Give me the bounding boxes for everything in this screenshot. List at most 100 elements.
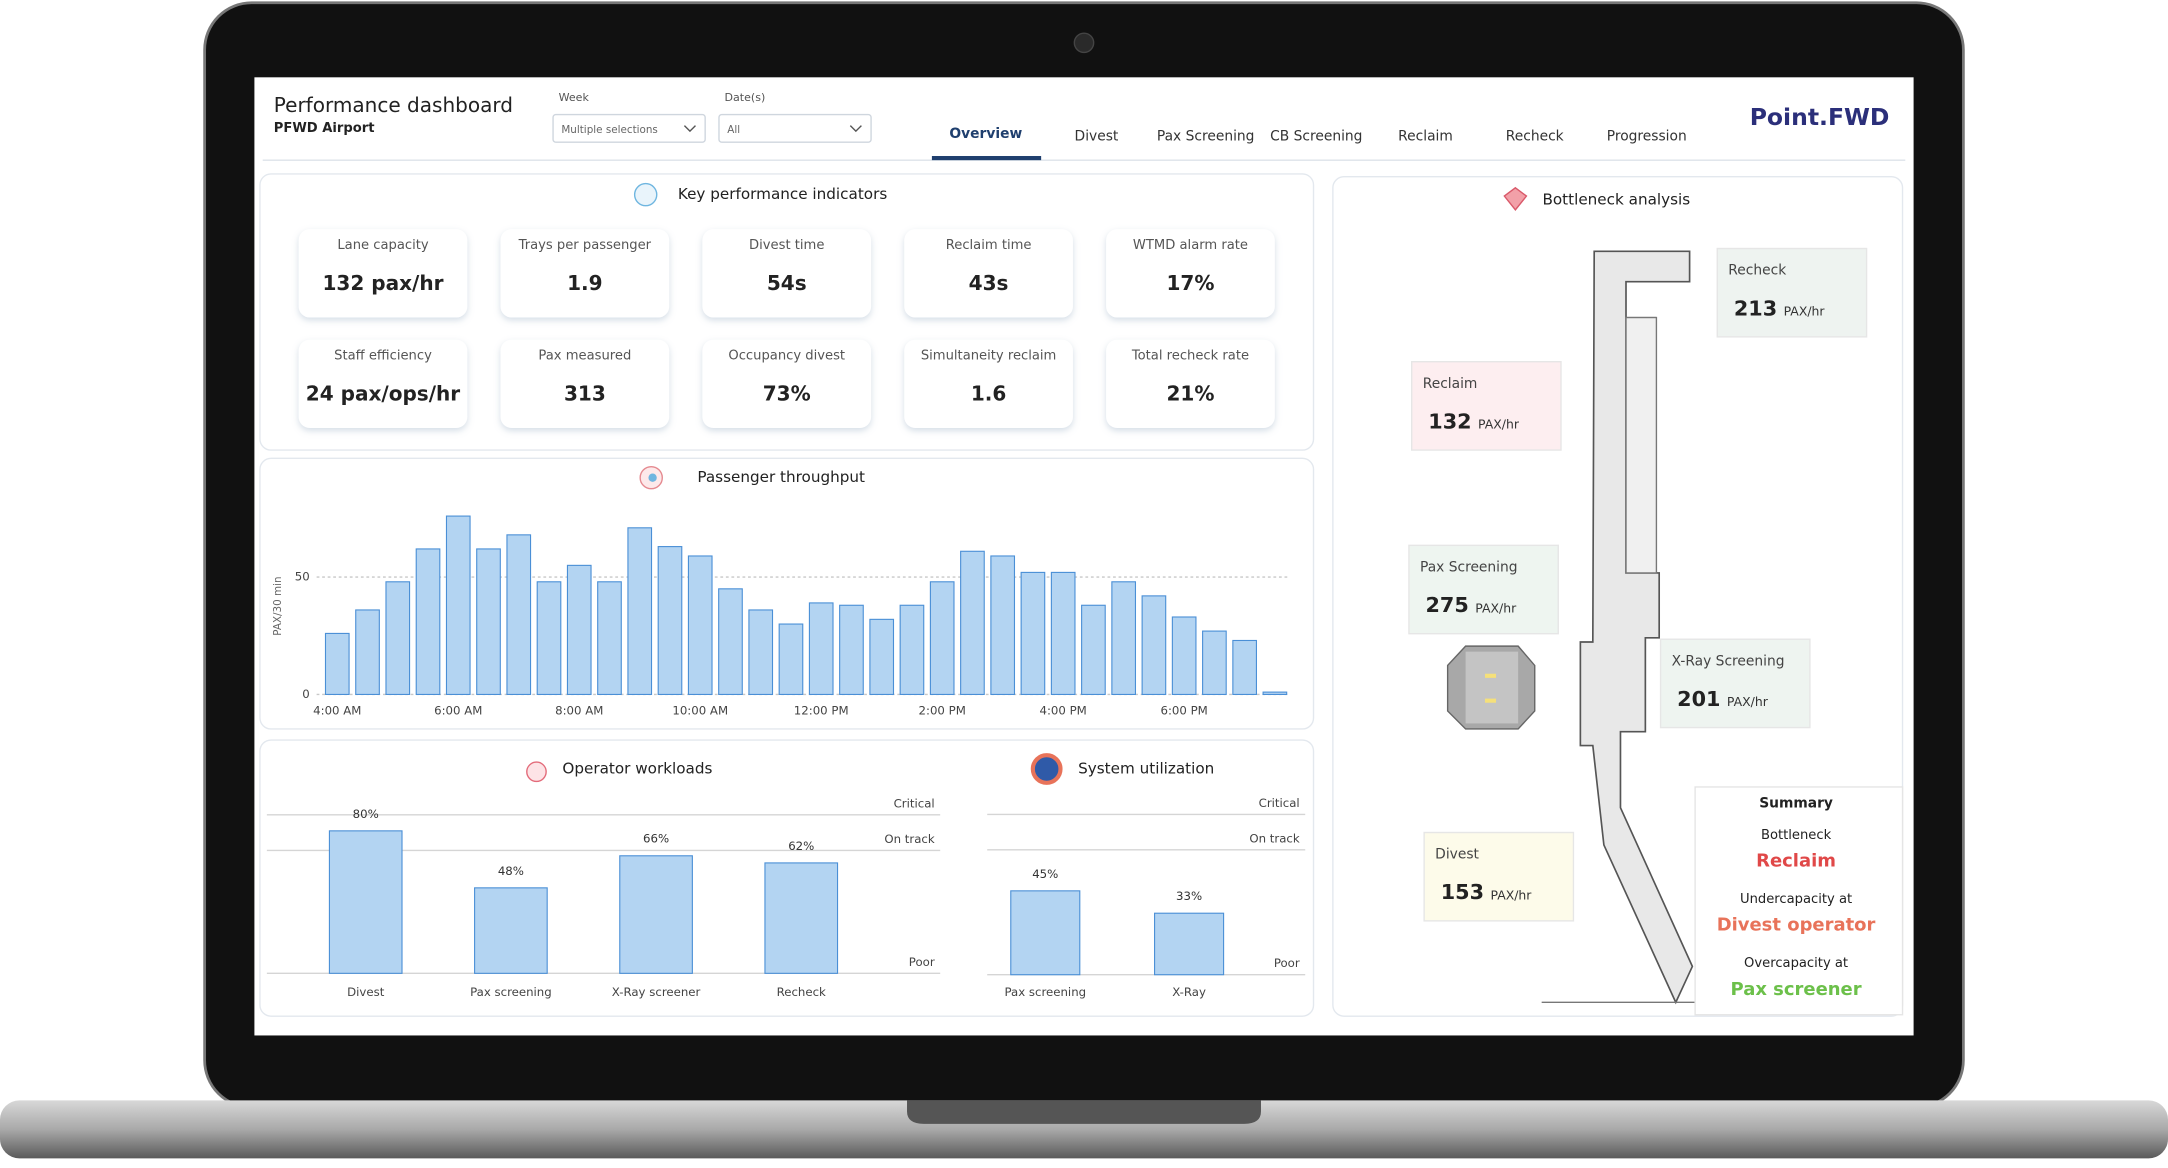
bar <box>778 623 804 696</box>
stage-unit: PAX/hr <box>1475 600 1517 615</box>
x-tick-label: 8:00 AM <box>555 704 603 718</box>
kpi-label: WTMD alarm rate <box>1133 238 1248 253</box>
nav-tab[interactable]: CB Screening <box>1270 129 1362 145</box>
nav-tab[interactable]: Pax Screening <box>1157 129 1255 145</box>
kpi-icon <box>633 182 658 207</box>
camera <box>1073 32 1095 54</box>
bar-value-label: 66% <box>643 832 669 846</box>
bottleneck-icon <box>1503 186 1528 211</box>
bar <box>474 887 548 974</box>
filter-label: Week <box>559 91 590 104</box>
kpi-label: Lane capacity <box>337 238 429 253</box>
bar <box>1020 571 1046 696</box>
stage-unit: PAX/hr <box>1727 694 1769 709</box>
bar <box>1010 890 1081 976</box>
bar <box>869 618 895 696</box>
bar <box>657 546 683 696</box>
filter-dropdown[interactable] <box>718 113 872 143</box>
threshold-label: Critical <box>894 796 935 810</box>
summary-label: Bottleneck <box>1761 828 1832 843</box>
stage-name: Reclaim <box>1423 376 1478 392</box>
kpi-label: Trays per passenger <box>518 238 652 253</box>
xray-light <box>1484 673 1497 678</box>
summary-value: Reclaim <box>1756 851 1836 872</box>
bar-value-label: 62% <box>788 839 814 853</box>
bar <box>990 555 1016 696</box>
kpi-value: 21% <box>1166 381 1214 405</box>
nav-tab[interactable]: Recheck <box>1506 129 1564 145</box>
bar <box>929 581 955 696</box>
kpi-title: Key performance indicators <box>678 185 887 203</box>
chart-title: Passenger throughput <box>697 468 865 486</box>
xray-light <box>1484 698 1497 703</box>
filter-value: All <box>727 124 740 136</box>
laptop-notch <box>907 1100 1261 1124</box>
nav-tab[interactable]: Reclaim <box>1398 129 1453 145</box>
y-tick-label: 50 <box>295 570 310 584</box>
bottleneck-title: Bottleneck analysis <box>1542 191 1690 209</box>
stage-unit: PAX/hr <box>1491 888 1533 903</box>
bar <box>1111 581 1137 696</box>
kpi-value: 313 <box>564 381 606 405</box>
floor-plan-lane <box>1625 316 1658 574</box>
bar-value-label: 48% <box>498 864 524 878</box>
dropdown-arrow <box>683 125 696 133</box>
bar <box>808 602 834 696</box>
summary-label: Undercapacity at <box>1740 892 1852 907</box>
summary-title: Summary <box>1759 796 1833 812</box>
y-axis-label: PAX/30 min <box>272 576 284 635</box>
bar <box>1232 639 1257 696</box>
stage-card <box>1410 361 1562 451</box>
throughput-icon-dot <box>648 473 657 482</box>
nav-tab[interactable]: Divest <box>1075 129 1119 145</box>
stage-name: X-Ray Screening <box>1672 653 1785 669</box>
kpi-card <box>904 339 1073 428</box>
kpi-value: 43s <box>969 271 1009 295</box>
stage-unit: PAX/hr <box>1784 304 1826 319</box>
x-tick-label: 4:00 AM <box>313 704 361 718</box>
bar <box>355 609 380 696</box>
threshold-label: Critical <box>1259 796 1300 810</box>
stage-name: Pax Screening <box>1420 559 1518 575</box>
stage-name: Divest <box>1435 847 1479 863</box>
bar <box>566 564 592 696</box>
kpi-card <box>702 339 872 428</box>
bar <box>536 581 562 696</box>
kpi-card <box>702 229 872 318</box>
kpi-value: 1.6 <box>971 381 1006 405</box>
utilization-icon <box>1030 753 1063 785</box>
kpi-card <box>904 229 1073 318</box>
bar-value-label: 80% <box>353 807 379 821</box>
bar <box>328 830 403 974</box>
stage-name: Recheck <box>1728 263 1786 279</box>
summary-value: Divest operator <box>1717 915 1876 936</box>
x-tick-label: Recheck <box>777 985 826 999</box>
floor-plan <box>1579 250 1694 1005</box>
bar <box>1154 912 1225 976</box>
x-tick-label: Divest <box>347 985 385 999</box>
summary-value: Pax screener <box>1731 979 1862 1000</box>
stage-value: 132 <box>1428 409 1471 433</box>
bar <box>718 588 743 696</box>
bar <box>627 527 653 696</box>
bar <box>476 548 501 696</box>
filter-dropdown[interactable] <box>552 113 706 143</box>
threshold-label: On track <box>884 832 935 846</box>
kpi-value: 54s <box>767 271 807 295</box>
x-tick-label: X-Ray <box>1172 985 1206 999</box>
bar <box>597 581 622 696</box>
x-tick-label: 4:00 PM <box>1040 704 1087 718</box>
bar <box>1081 604 1106 696</box>
nav-tab[interactable]: Progression <box>1607 129 1687 145</box>
kpi-label: Reclaim time <box>946 238 1032 253</box>
x-tick-label: 6:00 AM <box>434 704 482 718</box>
nav-tab[interactable]: Overview <box>949 126 1022 142</box>
bar <box>619 855 693 974</box>
bar <box>1171 616 1197 696</box>
stage-value: 213 <box>1734 296 1777 320</box>
bar-value-label: 33% <box>1176 889 1202 903</box>
dropdown-arrow <box>849 125 862 133</box>
bar <box>687 555 713 696</box>
